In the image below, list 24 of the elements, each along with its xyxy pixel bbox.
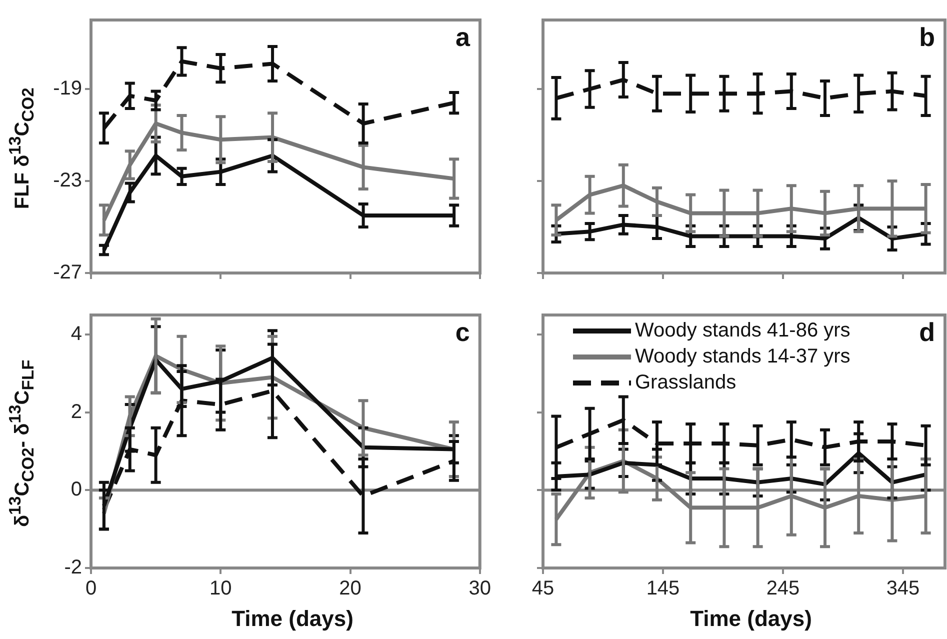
annotation: d xyxy=(919,317,935,348)
y-tick-label: 2 xyxy=(70,400,82,423)
y-tick-label: -27 xyxy=(53,262,82,284)
x-tick-label: 245 xyxy=(766,578,800,600)
x-tick-label: 30 xyxy=(468,578,491,600)
y-tick-label: -19 xyxy=(53,78,82,100)
x-tick-label: 20 xyxy=(339,578,362,600)
legend-label: Woody stands 14-37 yrs xyxy=(635,346,850,368)
annotation: b xyxy=(919,22,935,52)
y-tick-label: -23 xyxy=(53,170,82,192)
legend-label: Woody stands 41-86 yrs xyxy=(635,320,850,342)
x-tick-label: 0 xyxy=(85,578,97,600)
legend-label: Grasslands xyxy=(635,372,736,394)
y-tick-label: 0 xyxy=(70,478,82,501)
x-tick-label: 45 xyxy=(532,578,554,600)
x-axis-title: Time (days) xyxy=(230,606,354,632)
x-tick-label: 345 xyxy=(886,578,920,600)
y-tick-label: 4 xyxy=(70,322,82,345)
annotation: c xyxy=(455,317,470,348)
x-axis-title: Time (days) xyxy=(689,606,813,632)
x-tick-label: 10 xyxy=(210,578,232,600)
y-tick-label: -2 xyxy=(64,556,82,579)
x-tick-label: 145 xyxy=(646,578,680,600)
annotation: a xyxy=(456,22,471,52)
